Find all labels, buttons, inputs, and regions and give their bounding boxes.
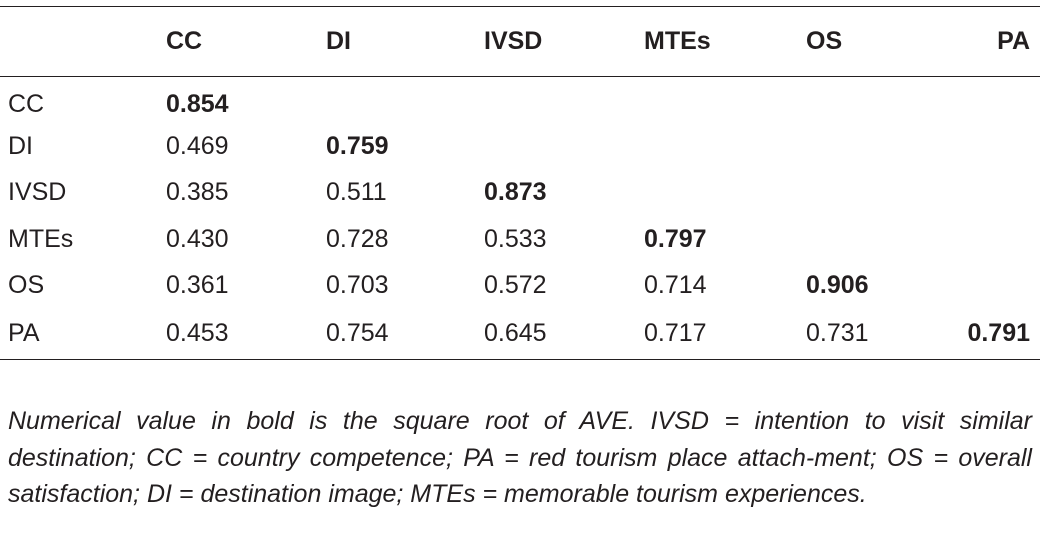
table-cell: 0.511 <box>326 178 387 207</box>
table-cell: 0.759 <box>326 131 389 160</box>
table-cell <box>638 77 800 124</box>
table-cell <box>800 216 930 263</box>
table-row-ivsd: IVSD 0.385 0.511 0.873 <box>0 170 1040 217</box>
table-cell: 0.703 <box>326 271 389 300</box>
header-corner <box>0 7 160 77</box>
header-mtes: MTEs <box>644 27 711 55</box>
table-row-os: OS 0.361 0.703 0.572 0.714 0.906 <box>0 263 1040 310</box>
table-row-pa: PA 0.453 0.754 0.645 0.717 0.731 0.791 <box>0 309 1040 359</box>
table-footnote: Numerical value in bold is the square ro… <box>8 407 1032 508</box>
table-cell <box>800 77 930 124</box>
row-label: OS <box>8 271 45 300</box>
table-row-mtes: MTEs 0.430 0.728 0.533 0.797 <box>0 216 1040 263</box>
table-row-di: DI 0.469 0.759 <box>0 123 1040 170</box>
header-os: OS <box>806 27 843 55</box>
table-cell: 0.533 <box>484 224 547 253</box>
header-pa: PA <box>997 27 1030 55</box>
table-cell <box>800 170 930 217</box>
row-label: CC <box>8 89 45 118</box>
table-cell <box>478 77 638 124</box>
table-cell <box>930 216 1040 263</box>
table-cell: 0.906 <box>806 271 869 300</box>
row-label: MTEs <box>8 224 74 253</box>
table-cell: 0.754 <box>326 319 389 348</box>
table-cell: 0.430 <box>166 224 229 253</box>
table-cell: 0.453 <box>166 319 229 348</box>
table-cell: 0.717 <box>644 319 707 348</box>
table-cell: 0.714 <box>644 271 707 300</box>
table-cell: 0.873 <box>484 178 547 207</box>
table-cell: 0.797 <box>644 224 707 253</box>
table-cell <box>320 77 478 124</box>
table-cell: 0.854 <box>166 89 229 118</box>
table-cell: 0.728 <box>326 224 389 253</box>
header-ivsd: IVSD <box>484 27 543 55</box>
table-cell: 0.469 <box>166 131 229 160</box>
table-cell <box>930 77 1040 124</box>
table-cell: 0.361 <box>166 271 229 300</box>
row-label: PA <box>8 319 40 348</box>
table-cell <box>478 123 638 170</box>
table-cell <box>930 123 1040 170</box>
table-cell <box>638 170 800 217</box>
table-cell <box>800 123 930 170</box>
header-di: DI <box>326 27 351 55</box>
table-row-cc: CC 0.854 <box>0 77 1040 124</box>
table-cell: 0.385 <box>166 178 229 207</box>
row-label: IVSD <box>8 178 67 207</box>
table-cell <box>638 123 800 170</box>
table-cell: 0.572 <box>484 271 547 300</box>
table-cell <box>930 170 1040 217</box>
table-header-row: CC DI IVSD MTEs OS PA <box>0 6 1040 77</box>
row-label: DI <box>8 131 33 160</box>
correlation-table: CC DI IVSD MTEs OS PA CC 0.854 DI 0.469 <box>0 6 1040 360</box>
table-cell: 0.791 <box>967 319 1030 348</box>
table-cell: 0.645 <box>484 319 547 348</box>
table-cell <box>930 263 1040 310</box>
header-cc: CC <box>166 27 203 55</box>
table-cell: 0.731 <box>806 319 869 348</box>
